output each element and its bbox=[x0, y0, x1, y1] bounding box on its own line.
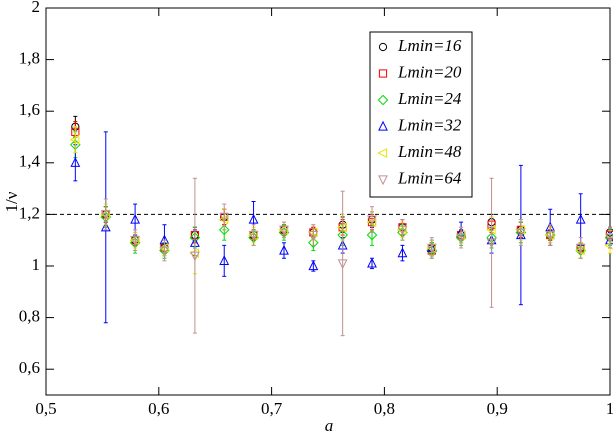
marker bbox=[218, 224, 230, 236]
legend-label: Lmin=20 bbox=[397, 62, 462, 81]
marker bbox=[100, 221, 111, 232]
marker bbox=[189, 251, 200, 262]
marker bbox=[159, 246, 170, 257]
marker bbox=[308, 230, 319, 241]
marker bbox=[70, 157, 81, 167]
marker bbox=[279, 225, 289, 236]
legend: Lmin=16 Lmin=20 Lmin=24 Lmin=32 Lmin=48 Lmin=… bbox=[369, 31, 473, 198]
marker bbox=[367, 215, 377, 226]
x-tick-label: 0,9 bbox=[487, 399, 508, 418]
x-tick-label: 1 bbox=[606, 399, 613, 418]
legend-label: Lmin=64 bbox=[397, 168, 462, 187]
marker bbox=[378, 175, 388, 186]
y-tick-label: 1,6 bbox=[19, 100, 40, 119]
marker bbox=[575, 243, 586, 254]
y-tick-label: 1,2 bbox=[19, 203, 40, 222]
marker bbox=[130, 236, 141, 246]
marker bbox=[367, 257, 377, 268]
marker bbox=[378, 120, 388, 131]
y-tick-label: 0,6 bbox=[19, 358, 40, 377]
marker bbox=[486, 238, 497, 249]
y-tick-label: 1 bbox=[32, 255, 41, 274]
y-tick-label: 1,4 bbox=[19, 152, 41, 171]
marker bbox=[545, 230, 556, 241]
marker bbox=[337, 259, 348, 270]
marker bbox=[456, 233, 467, 244]
y-axis-label: 1/ν bbox=[2, 191, 21, 212]
legend-label: Lmin=16 bbox=[397, 36, 462, 55]
marker bbox=[130, 213, 141, 224]
marker bbox=[308, 260, 319, 271]
marker bbox=[515, 228, 526, 239]
marker bbox=[219, 212, 230, 223]
marker bbox=[248, 230, 259, 241]
x-tick-label: 0,6 bbox=[148, 399, 169, 418]
legend-label: Lmin=32 bbox=[397, 115, 462, 134]
marker bbox=[605, 233, 613, 244]
marker bbox=[377, 94, 389, 106]
legend-label: Lmin=24 bbox=[397, 89, 462, 108]
x-tick-label: 0,7 bbox=[261, 399, 283, 418]
marker bbox=[219, 255, 230, 265]
legend-label: Lmin=48 bbox=[397, 142, 462, 161]
marker bbox=[308, 237, 319, 249]
legend-box bbox=[369, 31, 473, 198]
marker bbox=[100, 210, 111, 221]
y-tick-label: 2 bbox=[32, 0, 41, 16]
marker bbox=[378, 42, 388, 52]
marker bbox=[575, 213, 586, 224]
plot-frame bbox=[45, 7, 611, 396]
marker bbox=[426, 243, 437, 254]
x-axis-label: a bbox=[325, 416, 334, 435]
x-tick-label: 0,5 bbox=[35, 399, 56, 418]
marker bbox=[397, 247, 408, 258]
y-tick-label: 0,8 bbox=[19, 307, 40, 326]
marker bbox=[248, 213, 259, 224]
marker bbox=[378, 69, 388, 78]
y-tick-label: 1,8 bbox=[19, 49, 40, 68]
marker bbox=[279, 244, 289, 255]
marker bbox=[366, 229, 378, 241]
marker bbox=[397, 225, 408, 236]
x-tick-label: 0,8 bbox=[374, 399, 395, 418]
marker bbox=[69, 134, 80, 145]
marker bbox=[377, 148, 388, 158]
